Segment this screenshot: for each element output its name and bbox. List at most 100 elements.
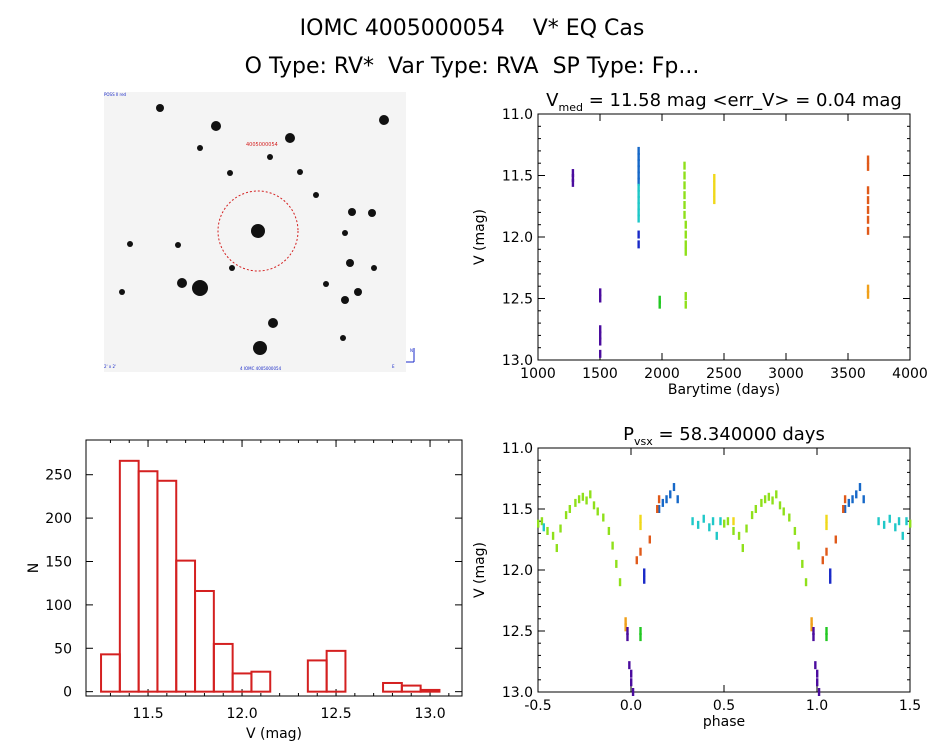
y-tick-label: 11.0 (502, 441, 533, 457)
data-point (599, 349, 602, 358)
x-tick-label: 1000 (520, 366, 556, 382)
data-point (615, 559, 618, 568)
data-point (643, 568, 646, 577)
histogram-bar (137, 470, 159, 693)
data-point (763, 495, 767, 504)
data-point (684, 240, 687, 249)
data-point (637, 146, 640, 155)
data-point (901, 531, 904, 540)
data-point (713, 173, 716, 182)
histogram-bar (419, 688, 441, 693)
data-point (637, 230, 640, 239)
data-point (866, 186, 870, 195)
data-point (643, 575, 646, 584)
histogram-bar (382, 681, 403, 693)
star (341, 296, 349, 304)
x-axis-label: phase (703, 714, 745, 730)
data-point (684, 300, 687, 309)
star (267, 154, 273, 160)
data-point (599, 294, 602, 303)
data-point (624, 623, 627, 632)
data-point (599, 325, 602, 334)
y-tick-label: 13.0 (502, 353, 533, 369)
data-point (877, 517, 880, 526)
star (127, 241, 133, 247)
data-point (691, 517, 694, 526)
data-point (732, 526, 735, 535)
data-point (684, 230, 687, 239)
data-point (676, 495, 679, 504)
x-axis-label: V (mag) (246, 726, 302, 742)
data-point (672, 483, 676, 492)
data-point (793, 526, 797, 535)
data-point (599, 288, 602, 297)
data-point (639, 547, 642, 556)
y-axis-label: V (mag) (472, 542, 488, 598)
data-point (637, 165, 640, 174)
y-tick-label: 11.5 (502, 502, 533, 518)
histogram-bar (400, 684, 422, 693)
data-point (683, 181, 686, 190)
data-point (596, 507, 599, 516)
data-point (817, 688, 821, 696)
data-point (658, 295, 661, 304)
scale-label: 2' x 2' (104, 364, 116, 369)
data-point (866, 215, 870, 224)
star (371, 265, 377, 271)
data-point (589, 490, 592, 499)
y-tick-label: 200 (45, 511, 72, 527)
star (285, 133, 295, 143)
data-point (574, 498, 577, 507)
data-point (683, 161, 686, 170)
data-point (683, 191, 686, 200)
data-point (843, 495, 847, 504)
data-point (778, 501, 782, 510)
star (313, 192, 319, 198)
star (175, 242, 181, 248)
data-point (585, 496, 588, 505)
y-tick-label: 12.5 (502, 624, 533, 640)
data-point (771, 496, 774, 505)
data-point (719, 517, 722, 526)
histogram-bar (100, 653, 121, 693)
data-point (866, 205, 870, 214)
data-point (658, 300, 661, 309)
star (354, 288, 362, 296)
data-point (909, 519, 912, 528)
star (379, 115, 389, 125)
star (197, 145, 203, 151)
y-tick-label: 100 (45, 598, 72, 614)
data-point (834, 535, 837, 544)
data-point (684, 292, 687, 301)
star (346, 259, 354, 267)
star (229, 265, 235, 271)
data-point (637, 153, 640, 162)
star (368, 209, 376, 217)
star (251, 224, 265, 238)
histogram-bar (250, 670, 272, 693)
data-point (648, 535, 651, 544)
data-point (804, 578, 808, 587)
data-point (542, 523, 545, 532)
chart-title-object: IOMC 4005000054 V* EQ Cas (299, 16, 645, 41)
data-point (866, 284, 870, 293)
data-point (829, 575, 832, 584)
data-point (855, 490, 858, 499)
data-point (624, 617, 627, 626)
data-point (829, 568, 832, 577)
data-point (825, 522, 828, 531)
data-point (745, 524, 748, 533)
data-point (888, 514, 891, 523)
data-point (637, 171, 640, 180)
star (227, 170, 233, 176)
star (156, 104, 164, 112)
data-point (814, 661, 817, 670)
data-point (684, 247, 687, 256)
data-point (760, 498, 763, 507)
y-tick-label: 12.0 (502, 230, 533, 246)
data-point (639, 627, 642, 635)
x-tick-label: 13.0 (414, 706, 445, 722)
data-point (825, 627, 828, 635)
